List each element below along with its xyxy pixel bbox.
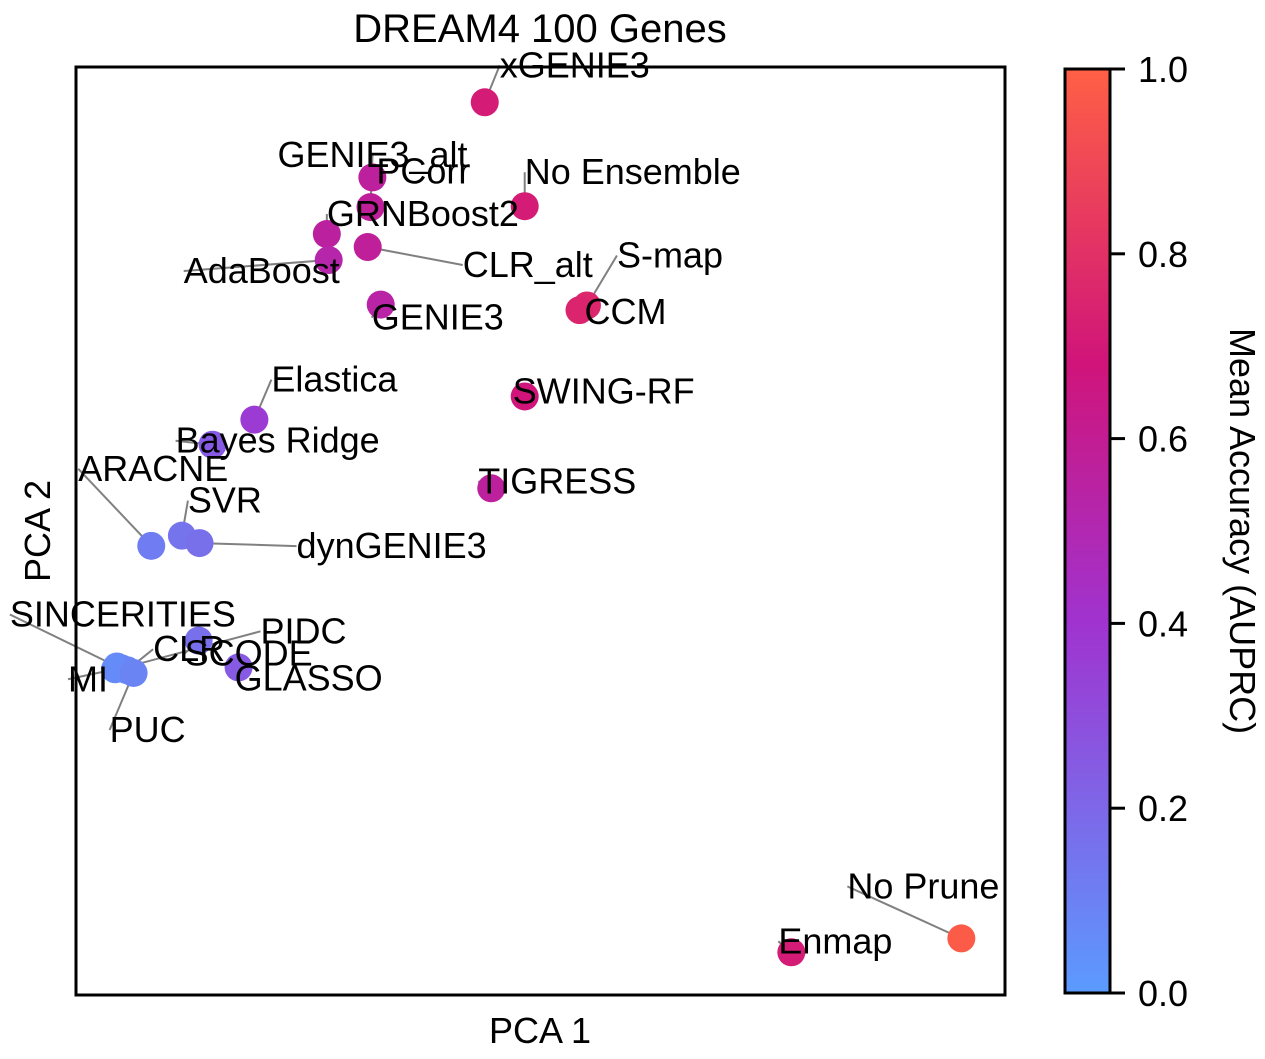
label-tigress: TIGRESS (478, 460, 636, 501)
label-scode: SCODE (185, 633, 313, 674)
label-dyngenie3: dynGENIE3 (297, 525, 487, 566)
colorbar-tick-label: 0.0 (1138, 973, 1188, 1014)
leader-line (183, 259, 329, 273)
point-genie3 (366, 290, 395, 319)
point-no-ensemble (510, 192, 539, 221)
point-ccm (565, 296, 594, 325)
label-swing-rf: SWING-RF (513, 370, 695, 411)
colorbar-ticks: 0.0 0.2 0.4 0.6 0.8 1.0 (1110, 49, 1188, 1014)
point-pcorr (358, 163, 387, 192)
point-tigress (477, 474, 506, 503)
x-axis-label: PCA 1 (489, 1010, 591, 1051)
point-elastica (240, 405, 269, 434)
label-mi: MI (68, 658, 108, 699)
colorbar-tick-label: 0.6 (1138, 419, 1188, 460)
point-no-prune (947, 924, 976, 953)
label-xgenie3: xGENIE3 (500, 44, 650, 85)
leader-line (77, 468, 152, 547)
leader-line (367, 246, 463, 267)
label-genie3: GENIE3 (372, 297, 504, 338)
label-no-prune: No Prune (847, 865, 999, 906)
colorbar-label: Mean Accuracy (AUPRC) (1222, 328, 1263, 734)
chart-title: DREAM4 100 Genes (353, 7, 727, 51)
leader-line (846, 885, 962, 940)
point-scode (184, 626, 213, 655)
colorbar (1063, 67, 1112, 995)
label-puc: PUC (110, 709, 186, 750)
colorbar-tick-label: 1.0 (1138, 49, 1188, 90)
point-clr-alt (353, 233, 382, 262)
label-clr: CLR (153, 628, 225, 669)
label-grnboost2: GRNBoost2 (327, 193, 519, 234)
point-genie3-alt (356, 193, 385, 222)
label-clr-alt: CLR_alt (463, 244, 593, 285)
point-adaboost (314, 246, 343, 275)
point-glasso (224, 653, 253, 682)
label-adaboost: AdaBoost (184, 250, 340, 291)
point-enmap (777, 938, 806, 967)
label-s-map: S-map (617, 234, 723, 275)
label-aracne: ARACNE (78, 448, 228, 489)
colorbar-tick-label: 0.8 (1138, 234, 1188, 275)
colorbar-tick-label: 0.4 (1138, 603, 1188, 644)
label-elastica: Elastica (271, 359, 398, 400)
label-glasso: GLASSO (235, 657, 383, 698)
point-swing-rf (510, 382, 539, 411)
label-pcorr: PCorr (376, 150, 470, 191)
y-axis-label: PCA 2 (17, 480, 58, 582)
leader-line (9, 613, 118, 668)
label-bayes-ridge: Bayes Ridge (176, 420, 380, 461)
point-aracne (137, 531, 166, 560)
label-ccm: CCM (585, 291, 667, 332)
colorbar-tick-label: 0.2 (1138, 788, 1188, 829)
label-sincerities: SINCERITIES (10, 593, 236, 634)
point-bayes-ridge (198, 430, 227, 459)
point-xgenie3 (470, 88, 499, 117)
leader-line (199, 542, 297, 548)
point-puc (119, 658, 148, 687)
label-pidc: PIDC (261, 610, 347, 651)
plot-frame (74, 65, 1007, 997)
label-svr: SVR (188, 480, 262, 521)
label-genie3-alt: GENIE3_alt (277, 134, 467, 175)
label-enmap: Enmap (778, 920, 892, 961)
point-grnboost2 (312, 220, 341, 249)
point-dyngenie3 (185, 529, 214, 558)
label-no-ensemble: No Ensemble (525, 151, 741, 192)
data-points (101, 88, 976, 967)
